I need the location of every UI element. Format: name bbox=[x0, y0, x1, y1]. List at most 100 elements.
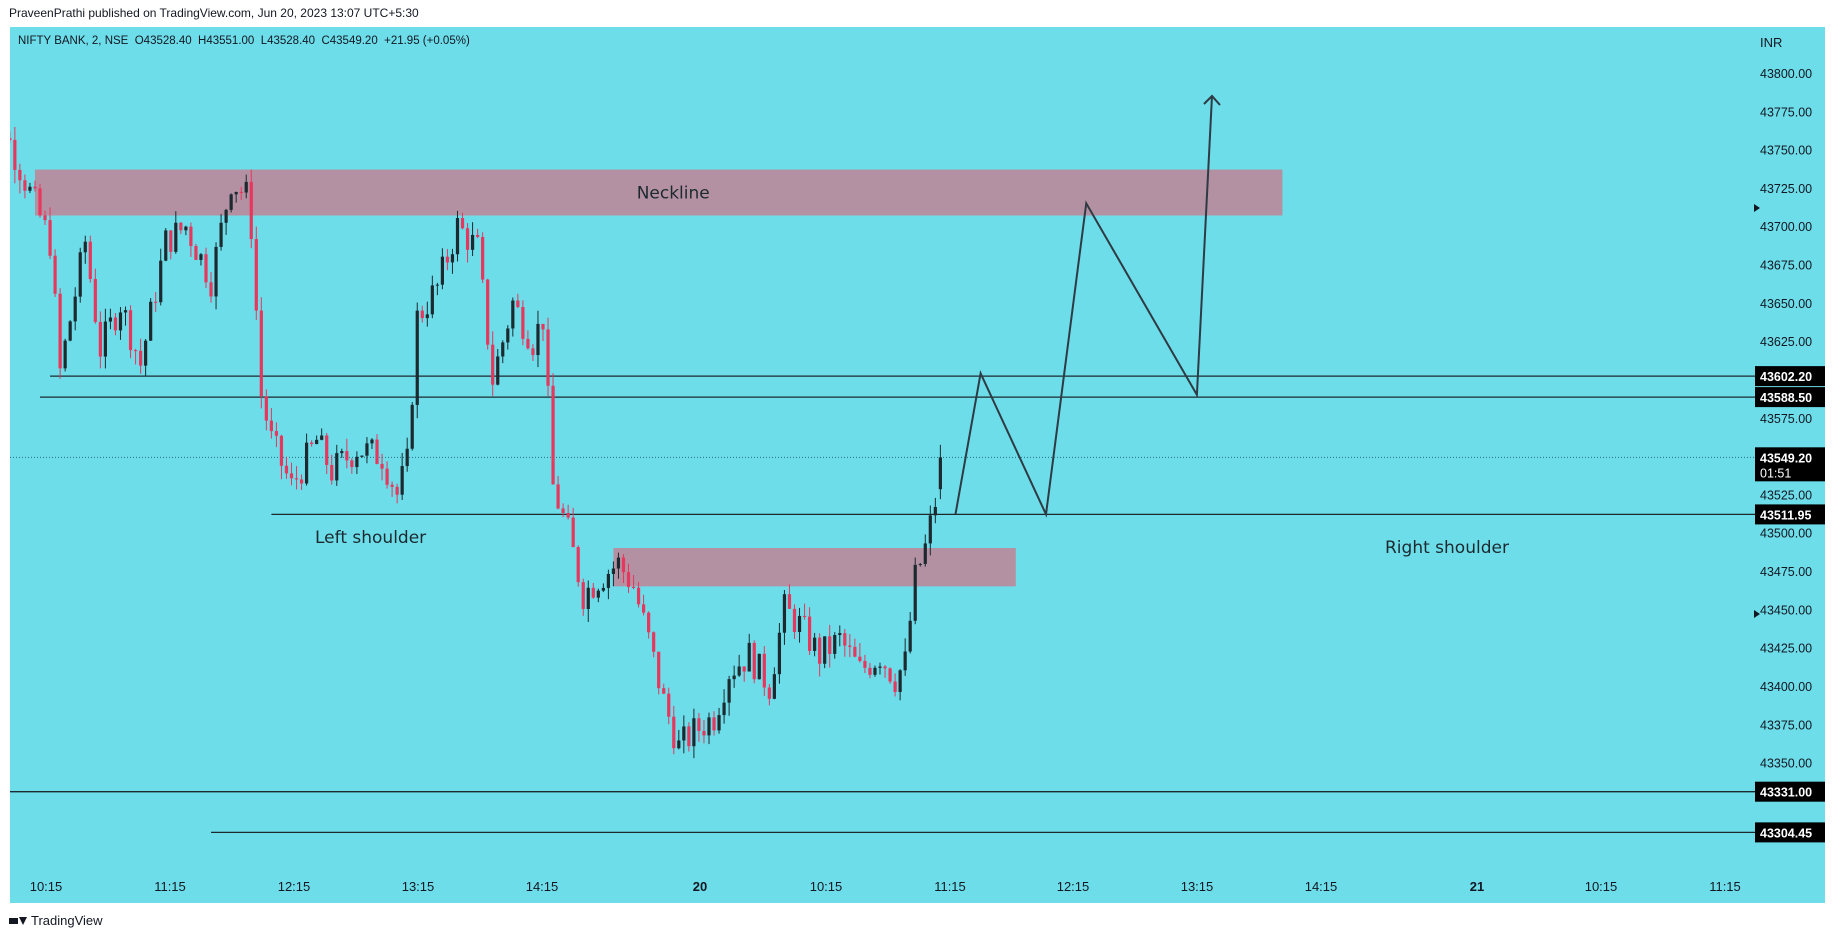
candle-body bbox=[888, 668, 892, 682]
candle-body bbox=[154, 301, 158, 303]
candle-body bbox=[657, 651, 661, 689]
candle-body bbox=[23, 180, 27, 191]
time-tick-label: 10:15 bbox=[810, 879, 843, 894]
candle-body bbox=[566, 512, 570, 518]
candle-body bbox=[747, 642, 751, 672]
candle-body bbox=[159, 260, 163, 303]
candle-body bbox=[732, 675, 736, 680]
candle-body bbox=[717, 715, 721, 731]
candle-body bbox=[184, 226, 188, 231]
candle-body bbox=[224, 209, 228, 223]
right-shoulder-label: Right shoulder bbox=[1385, 538, 1509, 558]
candle-body bbox=[938, 457, 942, 490]
price-tick-label: 43350.00 bbox=[1760, 757, 1812, 771]
tradingview-brand[interactable]: TradingView bbox=[9, 913, 103, 928]
candle-body bbox=[712, 717, 716, 731]
candle-body bbox=[893, 681, 897, 692]
candle-body bbox=[128, 310, 133, 351]
candle-body bbox=[430, 285, 434, 315]
candle-body bbox=[647, 612, 651, 633]
chart-area[interactable]: Neckline Left shoulder Right shoulder 4335… bbox=[10, 27, 1825, 903]
candle-body bbox=[853, 646, 857, 657]
candle-body bbox=[43, 215, 47, 221]
candle-body bbox=[561, 508, 565, 513]
candlestick-chart[interactable]: Neckline Left shoulder Right shoulder 4335… bbox=[10, 27, 1825, 903]
price-tick-label: 43650.00 bbox=[1760, 297, 1812, 311]
candle-body bbox=[642, 604, 646, 613]
candle-body bbox=[425, 314, 429, 319]
candle-body bbox=[164, 230, 168, 261]
candle-body bbox=[672, 716, 676, 749]
candle-body bbox=[762, 653, 766, 688]
candle-body bbox=[380, 463, 384, 469]
candle-body bbox=[294, 478, 299, 480]
candle-body bbox=[455, 218, 460, 255]
time-tick-label: 14:15 bbox=[1305, 879, 1338, 894]
candle-body bbox=[284, 465, 289, 474]
candle-body bbox=[692, 718, 696, 747]
candle-body bbox=[913, 564, 917, 621]
candle-body bbox=[491, 344, 495, 385]
candle-body bbox=[335, 453, 339, 481]
candle-body bbox=[445, 256, 450, 263]
candle-body bbox=[204, 254, 208, 283]
horizontal-lines-layer bbox=[10, 375, 1755, 834]
candle-body bbox=[179, 222, 183, 231]
candle-body bbox=[531, 348, 535, 356]
candle-body bbox=[315, 439, 319, 445]
time-tick-label: 11:15 bbox=[154, 879, 186, 894]
price-tick-label: 43575.00 bbox=[1760, 412, 1812, 426]
price-tick-label: 43375.00 bbox=[1760, 718, 1812, 732]
candle-body bbox=[516, 300, 520, 308]
axis-markers bbox=[1754, 204, 1760, 618]
price-axis-marker-icon bbox=[1754, 610, 1760, 618]
candle-body bbox=[486, 279, 490, 345]
candle-body bbox=[496, 356, 500, 385]
candle-body bbox=[928, 515, 932, 544]
neckline-label: Neckline bbox=[637, 184, 710, 204]
candle-body bbox=[465, 228, 470, 250]
time-tick-label: 12:15 bbox=[1057, 879, 1090, 894]
candle-body bbox=[551, 385, 555, 485]
candle-body bbox=[813, 637, 817, 651]
time-tick-label: 20 bbox=[693, 879, 707, 894]
candle-body bbox=[521, 307, 525, 339]
candle-body bbox=[662, 688, 666, 694]
candle-body bbox=[581, 582, 585, 609]
candle-body bbox=[360, 455, 364, 457]
candle-body bbox=[199, 254, 203, 260]
time-tick-label: 14:15 bbox=[526, 879, 559, 894]
candle-body bbox=[139, 350, 143, 366]
candle-body bbox=[405, 448, 409, 467]
zone-rect bbox=[613, 548, 1016, 587]
price-tag-value: 43588.50 bbox=[1760, 391, 1812, 405]
arrow-head-icon bbox=[1203, 94, 1221, 106]
candle-body bbox=[506, 328, 510, 343]
candle-body bbox=[385, 468, 389, 485]
price-tag bbox=[1755, 822, 1825, 843]
candle-body bbox=[10, 138, 12, 140]
candle-body bbox=[420, 310, 424, 319]
time-tick-label: 13:15 bbox=[1181, 879, 1214, 894]
time-tick-label: 13:15 bbox=[402, 879, 435, 894]
candle-body bbox=[918, 563, 922, 565]
candle-body bbox=[556, 484, 560, 509]
price-tag bbox=[1755, 366, 1825, 387]
candle-body bbox=[742, 666, 746, 672]
candle-body bbox=[345, 451, 349, 461]
tradingview-logo-icon bbox=[9, 916, 27, 925]
candle-body bbox=[133, 350, 138, 352]
price-axis-marker-icon bbox=[1754, 204, 1760, 212]
price-tag-value: 43304.45 bbox=[1760, 826, 1812, 840]
candle-body bbox=[843, 633, 847, 646]
candle-body bbox=[194, 246, 198, 260]
candle-body bbox=[149, 301, 153, 341]
candle-body bbox=[98, 321, 102, 357]
candle-body bbox=[631, 586, 636, 588]
price-tick-label: 43800.00 bbox=[1760, 67, 1812, 81]
candle-body bbox=[596, 590, 600, 598]
candle-body bbox=[682, 726, 686, 741]
price-tag bbox=[1755, 447, 1825, 482]
left-shoulder-label: Left shoulder bbox=[315, 528, 426, 548]
